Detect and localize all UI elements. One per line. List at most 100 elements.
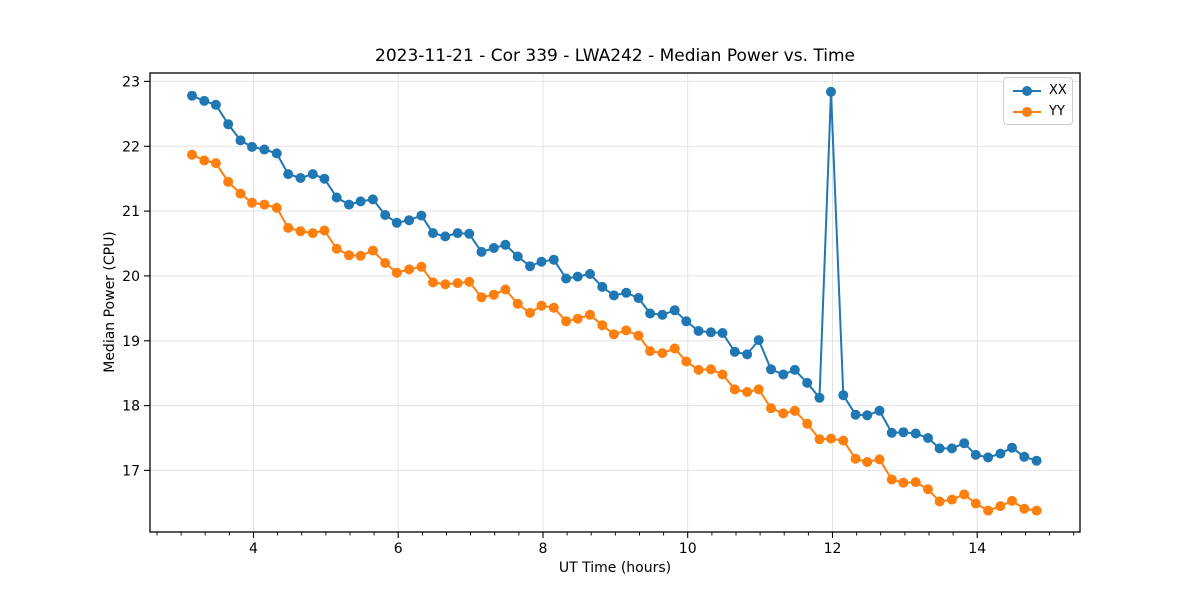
series-yy-marker [295, 226, 306, 237]
series-yy-marker [934, 496, 945, 507]
x-tick-label: 10 [679, 541, 697, 557]
series-xx-marker [1007, 442, 1017, 453]
series-xx-marker [1031, 455, 1042, 466]
series-yy-marker [633, 330, 644, 341]
series-yy-marker [247, 197, 257, 208]
series-yy-marker [886, 474, 897, 485]
series-yy-marker [923, 484, 933, 495]
series-yy-marker [814, 434, 825, 445]
series-xx-marker [500, 239, 511, 250]
series-yy-marker [331, 243, 342, 254]
y-tick-label: 23 [122, 74, 140, 90]
series-yy-marker [525, 307, 535, 318]
series-yy-marker [259, 199, 270, 210]
series-xx-marker [959, 438, 970, 449]
series-xx-marker [826, 86, 836, 97]
series-xx-marker [561, 273, 572, 284]
series-yy-marker [428, 277, 438, 288]
series-yy-marker [199, 155, 210, 166]
y-tick-label: 20 [122, 269, 140, 285]
x-axis-label: UT Time (hours) [558, 560, 672, 576]
legend-marker-yy [1012, 106, 1042, 118]
series-yy-marker [1031, 505, 1042, 516]
series-yy-marker [344, 250, 354, 261]
series-xx-marker [548, 254, 559, 265]
x-tick-label: 6 [394, 541, 403, 557]
series-yy-marker [597, 320, 608, 331]
series-yy-marker [705, 364, 716, 375]
y-major-ticks: 17 18 19 20 21 22 23 [122, 74, 150, 479]
series-xx-marker [271, 148, 282, 159]
series-xx-marker [850, 409, 861, 420]
y-tick-label: 17 [122, 463, 140, 479]
series-xx-marker [488, 243, 499, 253]
series-yy-marker [355, 250, 366, 261]
series-yy-marker [416, 261, 427, 272]
series-xx-marker [789, 364, 800, 375]
series-xx [187, 86, 1042, 466]
series-yy-marker [1019, 503, 1030, 514]
x-tick-label: 12 [824, 541, 842, 557]
series-yy-marker [946, 494, 957, 505]
legend-item-xx: XX [1012, 81, 1072, 101]
series-xx-marker [319, 173, 330, 184]
series-yy-marker [910, 477, 921, 488]
series-yy-marker [380, 258, 391, 268]
series-yy-marker [959, 489, 970, 500]
series-xx-marker [681, 316, 692, 327]
y-tick-label: 19 [122, 334, 140, 350]
series-xx-marker [428, 228, 438, 239]
series-xx-marker [344, 199, 354, 210]
series-xx-marker [633, 293, 644, 303]
series-yy-marker [561, 316, 572, 327]
series-yy [187, 149, 1042, 516]
series-xx-marker [283, 169, 294, 180]
series-yy-marker [681, 356, 692, 367]
series-yy-marker [693, 364, 704, 375]
series-yy-marker [645, 346, 656, 357]
series-xx-marker [862, 410, 873, 421]
legend: XX YY [1003, 77, 1073, 125]
series-yy-marker [850, 453, 861, 464]
legend-marker-xx [1012, 85, 1042, 97]
series-xx-marker [669, 305, 680, 316]
legend-item-yy: YY [1012, 102, 1072, 122]
series-xx-marker [995, 448, 1006, 459]
series-yy-marker [970, 498, 981, 509]
series-xx-marker [923, 433, 933, 443]
series-xx-marker [355, 196, 366, 207]
series-xx-marker [572, 271, 583, 282]
series-yy-marker [572, 313, 583, 324]
legend-label-yy: YY [1049, 104, 1065, 119]
series-yy-marker [488, 289, 499, 300]
series-xx-marker [512, 251, 523, 262]
x-minor-ticks [156, 532, 1075, 536]
series-yy-marker [548, 302, 559, 313]
y-tick-label: 22 [122, 139, 140, 155]
series-xx-marker [898, 427, 909, 438]
series-xx-marker [210, 99, 221, 110]
series-xx-marker [295, 173, 306, 183]
series-yy-marker [608, 329, 619, 340]
series-xx-marker [199, 95, 210, 106]
series-xx-marker [476, 246, 487, 257]
series-yy-marker [862, 457, 873, 467]
series-xx-marker [380, 210, 391, 220]
series-yy-marker [778, 408, 789, 419]
series-xx-marker [187, 90, 197, 101]
grid [150, 73, 1080, 532]
series-yy-marker [898, 477, 909, 488]
series-yy-marker [1007, 495, 1017, 506]
legend-label-xx: XX [1049, 83, 1067, 98]
series-xx-marker [223, 119, 234, 130]
series-xx-marker [838, 390, 849, 401]
series-xx-marker [247, 141, 257, 152]
x-tick-label: 14 [968, 541, 986, 557]
series-yy-marker [404, 264, 415, 275]
series-yy-marker [367, 245, 378, 256]
series-yy-marker [669, 343, 680, 354]
series-yy-marker [223, 176, 234, 187]
series-yy-marker [826, 433, 836, 444]
series-yy-marker [512, 298, 523, 309]
